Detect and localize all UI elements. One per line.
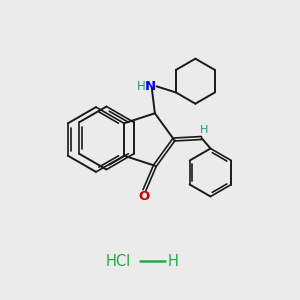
Text: O: O: [138, 190, 149, 203]
Text: HCl: HCl: [106, 254, 131, 268]
Text: H: H: [200, 124, 209, 135]
Text: N: N: [145, 80, 156, 93]
Text: H: H: [168, 254, 179, 268]
Text: H: H: [137, 80, 146, 93]
